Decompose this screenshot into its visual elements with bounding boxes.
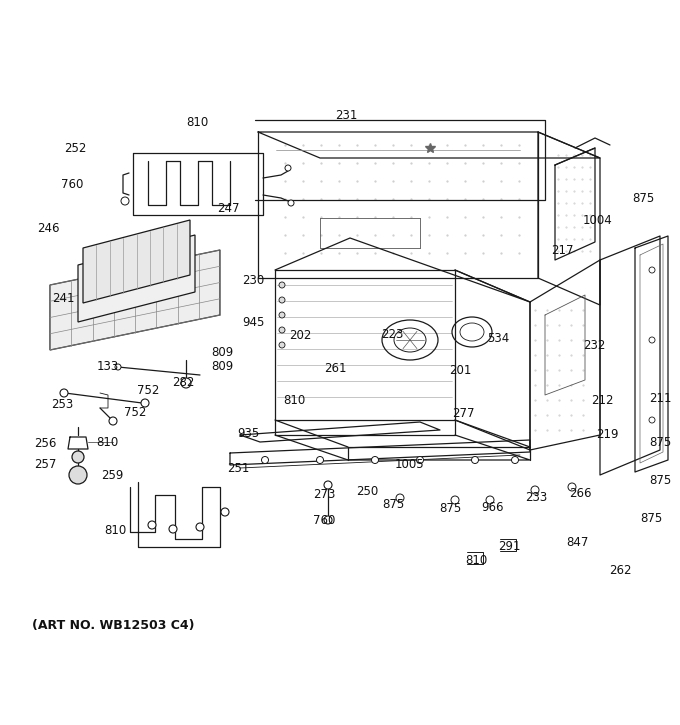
Text: 219: 219	[596, 428, 618, 441]
Text: (ART NO. WB12503 C4): (ART NO. WB12503 C4)	[32, 618, 194, 631]
Polygon shape	[78, 235, 195, 322]
Text: 945: 945	[242, 315, 265, 328]
Text: 752: 752	[124, 405, 146, 418]
Text: 231: 231	[335, 109, 357, 122]
Text: 810: 810	[96, 436, 118, 449]
Circle shape	[121, 197, 129, 205]
Text: 247: 247	[217, 202, 239, 215]
Circle shape	[371, 457, 379, 463]
Text: 810: 810	[465, 553, 487, 566]
Text: 875: 875	[632, 191, 654, 204]
Circle shape	[471, 457, 479, 463]
Text: 256: 256	[34, 436, 56, 450]
Circle shape	[649, 267, 655, 273]
Text: 253: 253	[51, 397, 73, 410]
Text: 266: 266	[568, 486, 591, 500]
Text: 259: 259	[101, 468, 123, 481]
Text: 875: 875	[649, 436, 671, 449]
Text: 277: 277	[452, 407, 474, 420]
Circle shape	[169, 525, 177, 533]
Text: 233: 233	[525, 491, 547, 503]
Text: 760: 760	[313, 515, 335, 528]
Text: 875: 875	[439, 502, 461, 515]
Circle shape	[60, 389, 68, 397]
Polygon shape	[50, 250, 220, 350]
Circle shape	[649, 337, 655, 343]
Circle shape	[451, 496, 459, 504]
Text: 534: 534	[487, 331, 509, 344]
Text: 262: 262	[609, 565, 631, 578]
Circle shape	[72, 451, 84, 463]
Text: 291: 291	[498, 541, 520, 553]
Circle shape	[279, 297, 285, 303]
Circle shape	[649, 417, 655, 423]
Text: 201: 201	[449, 363, 471, 376]
Text: 1004: 1004	[583, 213, 613, 226]
Circle shape	[221, 508, 229, 516]
Circle shape	[262, 457, 269, 463]
Text: 232: 232	[583, 339, 605, 352]
Text: 847: 847	[566, 536, 588, 550]
Circle shape	[486, 496, 494, 504]
Text: 810: 810	[186, 115, 208, 128]
Circle shape	[511, 457, 518, 463]
Text: 810: 810	[104, 523, 126, 536]
Text: 251: 251	[227, 462, 249, 474]
Circle shape	[181, 378, 191, 388]
Circle shape	[115, 364, 121, 370]
Circle shape	[396, 494, 404, 502]
Text: 241: 241	[52, 291, 74, 304]
Circle shape	[568, 483, 576, 491]
Circle shape	[324, 516, 332, 524]
Circle shape	[279, 342, 285, 348]
Circle shape	[279, 312, 285, 318]
Circle shape	[69, 466, 87, 484]
Text: 217: 217	[551, 244, 573, 257]
Circle shape	[531, 486, 539, 494]
Text: 935: 935	[237, 426, 259, 439]
Text: 966: 966	[481, 500, 503, 513]
Circle shape	[196, 523, 204, 531]
Text: 875: 875	[382, 497, 404, 510]
Text: 261: 261	[324, 362, 346, 375]
Text: 752: 752	[137, 384, 159, 397]
Text: 273: 273	[313, 487, 335, 500]
Circle shape	[416, 457, 424, 463]
Text: 211: 211	[649, 392, 671, 405]
Text: 809: 809	[211, 360, 233, 373]
Circle shape	[141, 399, 149, 407]
Text: 230: 230	[242, 273, 264, 286]
Text: 252: 252	[64, 141, 86, 154]
Circle shape	[279, 282, 285, 288]
Text: 282: 282	[172, 376, 194, 389]
Circle shape	[324, 481, 332, 489]
Text: 133: 133	[97, 360, 119, 373]
Text: 875: 875	[640, 512, 662, 524]
Text: 223: 223	[381, 328, 403, 341]
Text: 250: 250	[356, 484, 378, 497]
Text: 246: 246	[37, 222, 59, 234]
Circle shape	[316, 457, 324, 463]
Text: 810: 810	[283, 394, 305, 407]
Circle shape	[109, 417, 117, 425]
Text: 1005: 1005	[394, 457, 424, 471]
Circle shape	[148, 521, 156, 529]
Text: 212: 212	[591, 394, 613, 407]
Text: 760: 760	[61, 178, 83, 191]
Text: 809: 809	[211, 346, 233, 358]
Text: 257: 257	[34, 457, 56, 471]
Text: 202: 202	[289, 328, 311, 341]
Polygon shape	[83, 220, 190, 303]
Circle shape	[279, 327, 285, 333]
Circle shape	[288, 200, 294, 206]
Circle shape	[285, 165, 291, 171]
Text: 875: 875	[649, 473, 671, 486]
